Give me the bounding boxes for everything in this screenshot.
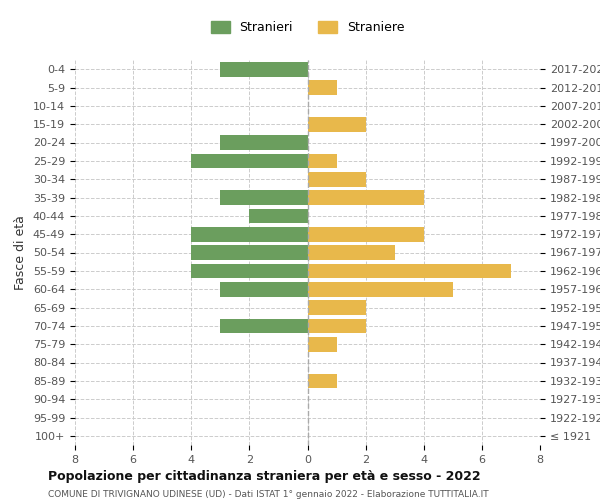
Bar — [308, 154, 337, 168]
Bar — [220, 282, 308, 296]
Y-axis label: Fasce di età: Fasce di età — [14, 215, 28, 290]
Bar — [308, 117, 365, 132]
Bar — [308, 318, 365, 333]
Legend: Stranieri, Straniere: Stranieri, Straniere — [206, 16, 409, 39]
Bar — [191, 227, 308, 242]
Bar — [191, 264, 308, 278]
Bar — [308, 337, 337, 351]
Bar — [220, 135, 308, 150]
Bar — [308, 374, 337, 388]
Bar — [308, 282, 453, 296]
Bar — [220, 62, 308, 76]
Bar — [308, 190, 424, 205]
Bar — [191, 154, 308, 168]
Bar — [191, 245, 308, 260]
Text: COMUNE DI TRIVIGNANO UDINESE (UD) - Dati ISTAT 1° gennaio 2022 - Elaborazione TU: COMUNE DI TRIVIGNANO UDINESE (UD) - Dati… — [48, 490, 488, 499]
Bar — [308, 80, 337, 95]
Bar — [308, 245, 395, 260]
Text: Popolazione per cittadinanza straniera per età e sesso - 2022: Popolazione per cittadinanza straniera p… — [48, 470, 481, 483]
Bar — [220, 318, 308, 333]
Bar — [220, 190, 308, 205]
Bar — [308, 300, 365, 315]
Bar — [308, 172, 365, 186]
Bar — [308, 264, 511, 278]
Bar — [308, 227, 424, 242]
Bar — [250, 208, 308, 223]
